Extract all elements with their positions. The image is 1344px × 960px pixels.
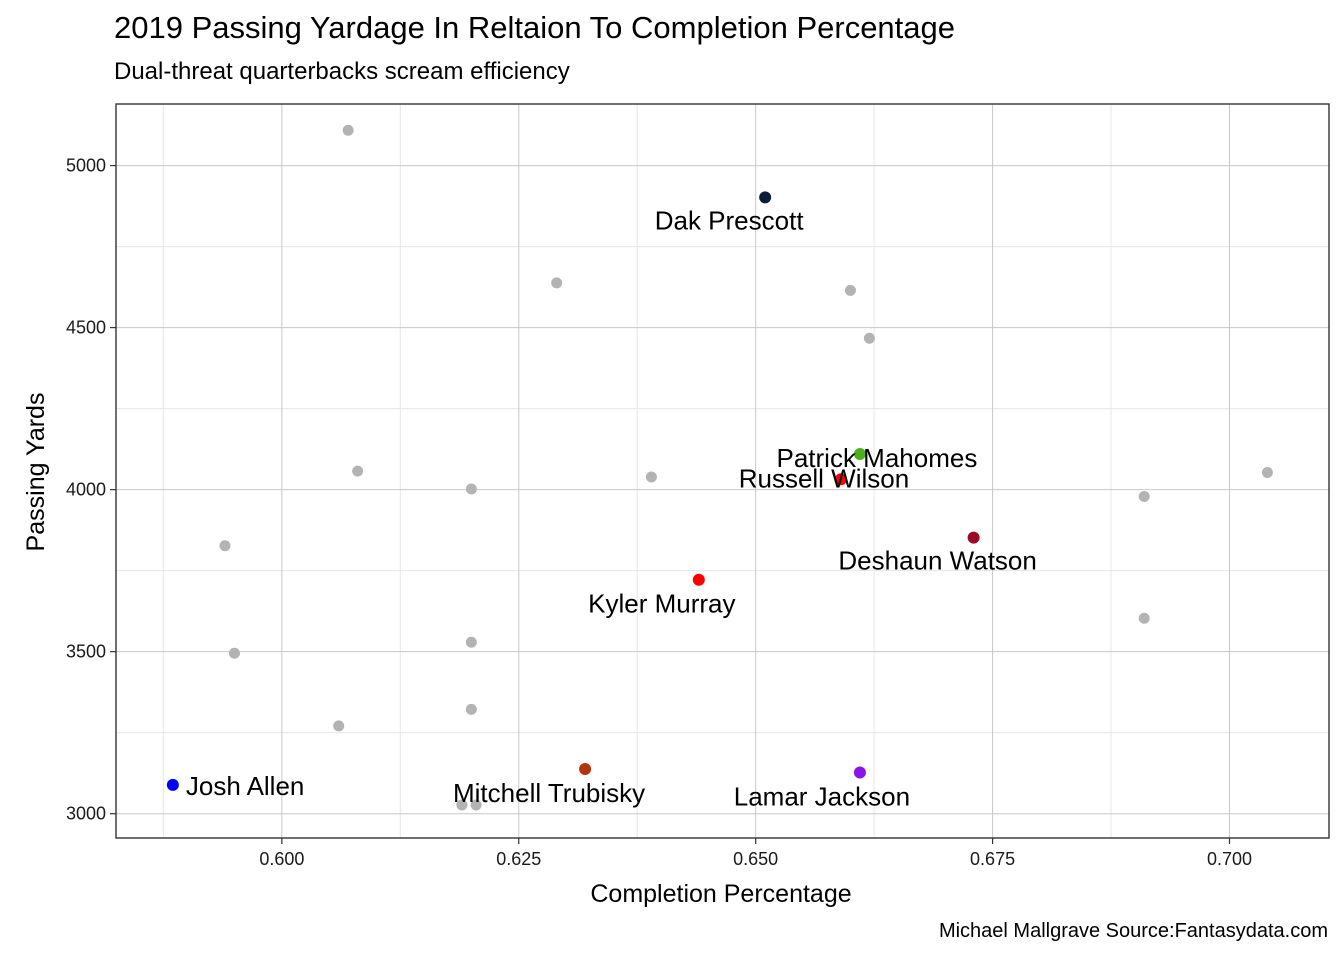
data-point [342,124,354,136]
y-tick-label: 3500 [66,642,106,662]
data-point [551,277,563,289]
point-label: Kyler Murray [588,589,735,619]
y-tick-label: 4000 [66,480,106,500]
x-tick-label: 0.600 [259,849,304,869]
chart-caption: Michael Mallgrave Source:Fantasydata.com [938,920,1328,942]
point-label: Patrick Mahomes [776,443,977,473]
plot-panel-border [115,103,1330,839]
data-point [456,799,468,811]
highlighted-point [853,447,866,460]
chart-title: 2019 Passing Yardage In Reltaion To Comp… [114,10,956,45]
point-label: Josh Allen [186,771,305,801]
highlighted-point [853,766,866,779]
point-label: Lamar Jackson [734,782,910,812]
data-point [645,471,657,483]
data-point [844,284,856,296]
point-label: Russell Wilson [739,463,910,493]
highlighted-point [834,473,847,486]
y-tick-label: 4500 [66,318,106,338]
y-tick-label: 5000 [66,156,106,176]
minor-gridlines [116,104,1329,838]
highlighted-point [759,191,772,204]
highlighted-points [166,191,980,791]
chart-subtitle: Dual-threat quarterbacks scream efficien… [114,58,570,85]
data-point [333,720,345,732]
background-points [219,124,1273,811]
highlighted-point [579,762,592,775]
y-axis-title: Passing Yards [22,393,50,552]
highlighted-point [967,531,980,544]
x-axis-ticks: 0.600 0.625 0.650 0.675 0.700 [259,838,1252,869]
x-axis-title: Completion Percentage [590,880,851,908]
highlighted-point [692,573,705,586]
data-point [352,465,364,477]
point-label: Mitchell Trubisky [453,778,645,808]
data-point [465,636,477,648]
data-point [1138,490,1150,502]
x-tick-label: 0.675 [970,849,1015,869]
data-point [219,540,231,552]
data-point [1261,466,1273,478]
x-tick-label: 0.650 [733,849,778,869]
y-tick-label: 3000 [66,804,106,824]
point-label: Dak Prescott [655,205,805,235]
data-point [470,799,482,811]
x-tick-label: 0.625 [496,849,541,869]
x-tick-label: 0.700 [1207,849,1252,869]
highlighted-point [166,778,179,791]
point-label: Deshaun Watson [838,546,1036,576]
data-point [1138,612,1150,624]
data-point [465,483,477,495]
data-point [465,703,477,715]
data-point [863,332,875,344]
y-axis-ticks: 3000 3500 4000 4500 5000 [66,156,116,824]
data-point [228,647,240,659]
major-gridlines [116,104,1329,838]
